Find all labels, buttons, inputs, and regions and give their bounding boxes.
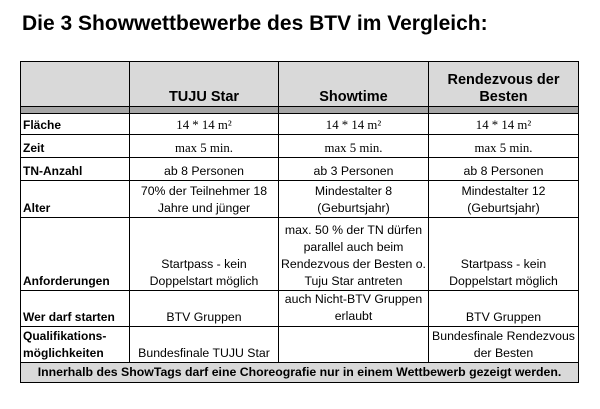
header-showtime: Showtime — [278, 61, 429, 107]
row-label: Fläche — [20, 113, 130, 135]
table-row: Wer darf starten BTV Gruppen auch Nicht-… — [20, 290, 579, 327]
cell: 14 * 14 m² — [278, 113, 429, 135]
header-empty-cell — [20, 61, 130, 107]
cell: max 5 min. — [428, 134, 579, 158]
cell: Startpass - kein Doppelstart möglich — [428, 217, 579, 291]
table-row: Alter 70% der Teilnehmer 18 Jahre und jü… — [20, 180, 579, 218]
cell: 70% der Teilnehmer 18 Jahre und jünger — [129, 180, 279, 218]
cell: 14 * 14 m² — [129, 113, 279, 135]
cell: ab 8 Personen — [428, 157, 579, 181]
cell: Bundesfinale TUJU Star — [129, 326, 279, 363]
cell: max 5 min. — [129, 134, 279, 158]
header-row: TUJU Star Showtime Rendezvous der Besten — [20, 61, 579, 107]
row-label: TN-Anzahl — [20, 157, 130, 181]
footer-note: Innerhalb des ShowTags darf eine Choreog… — [20, 362, 579, 383]
cell: Bundesfinale Rendezvous der Besten — [428, 326, 579, 363]
table-row: Fläche 14 * 14 m² 14 * 14 m² 14 * 14 m² — [20, 113, 579, 135]
row-label: Qualifikations-möglichkeiten — [20, 326, 130, 363]
row-label: Wer darf starten — [20, 290, 130, 327]
table-row: TN-Anzahl ab 8 Personen ab 3 Personen ab… — [20, 157, 579, 181]
cell — [278, 326, 429, 363]
cell: Mindestalter 12 (Geburtsjahr) — [428, 180, 579, 218]
comparison-table: TUJU Star Showtime Rendezvous der Besten… — [20, 61, 579, 383]
cell: ab 3 Personen — [278, 157, 429, 181]
cell: ab 8 Personen — [129, 157, 279, 181]
row-label: Alter — [20, 180, 130, 218]
header-rendezvous: Rendezvous der Besten — [428, 61, 579, 107]
table-row: Qualifikations-möglichkeiten Bundesfinal… — [20, 326, 579, 363]
cell: max. 50 % der TN dürfen parallel auch be… — [278, 217, 429, 291]
cell: BTV Gruppen — [428, 290, 579, 327]
cell: Startpass - kein Doppelstart möglich — [129, 217, 279, 291]
footer-row: Innerhalb des ShowTags darf eine Choreog… — [20, 362, 579, 383]
row-label: Zeit — [20, 134, 130, 158]
cell: max 5 min. — [278, 134, 429, 158]
table-row: Zeit max 5 min. max 5 min. max 5 min. — [20, 134, 579, 158]
cell: auch Nicht-BTV Gruppen erlaubt — [278, 290, 429, 327]
cell: 14 * 14 m² — [428, 113, 579, 135]
table-row: Anforderungen Startpass - kein Doppelsta… — [20, 217, 579, 291]
page-title: Die 3 Showwettbewerbe des BTV im Verglei… — [22, 12, 488, 35]
cell: BTV Gruppen — [129, 290, 279, 327]
row-label: Anforderungen — [20, 217, 130, 291]
separator-row — [20, 106, 579, 114]
header-tuju-star: TUJU Star — [129, 61, 279, 107]
cell: Mindestalter 8 (Geburtsjahr) — [278, 180, 429, 218]
